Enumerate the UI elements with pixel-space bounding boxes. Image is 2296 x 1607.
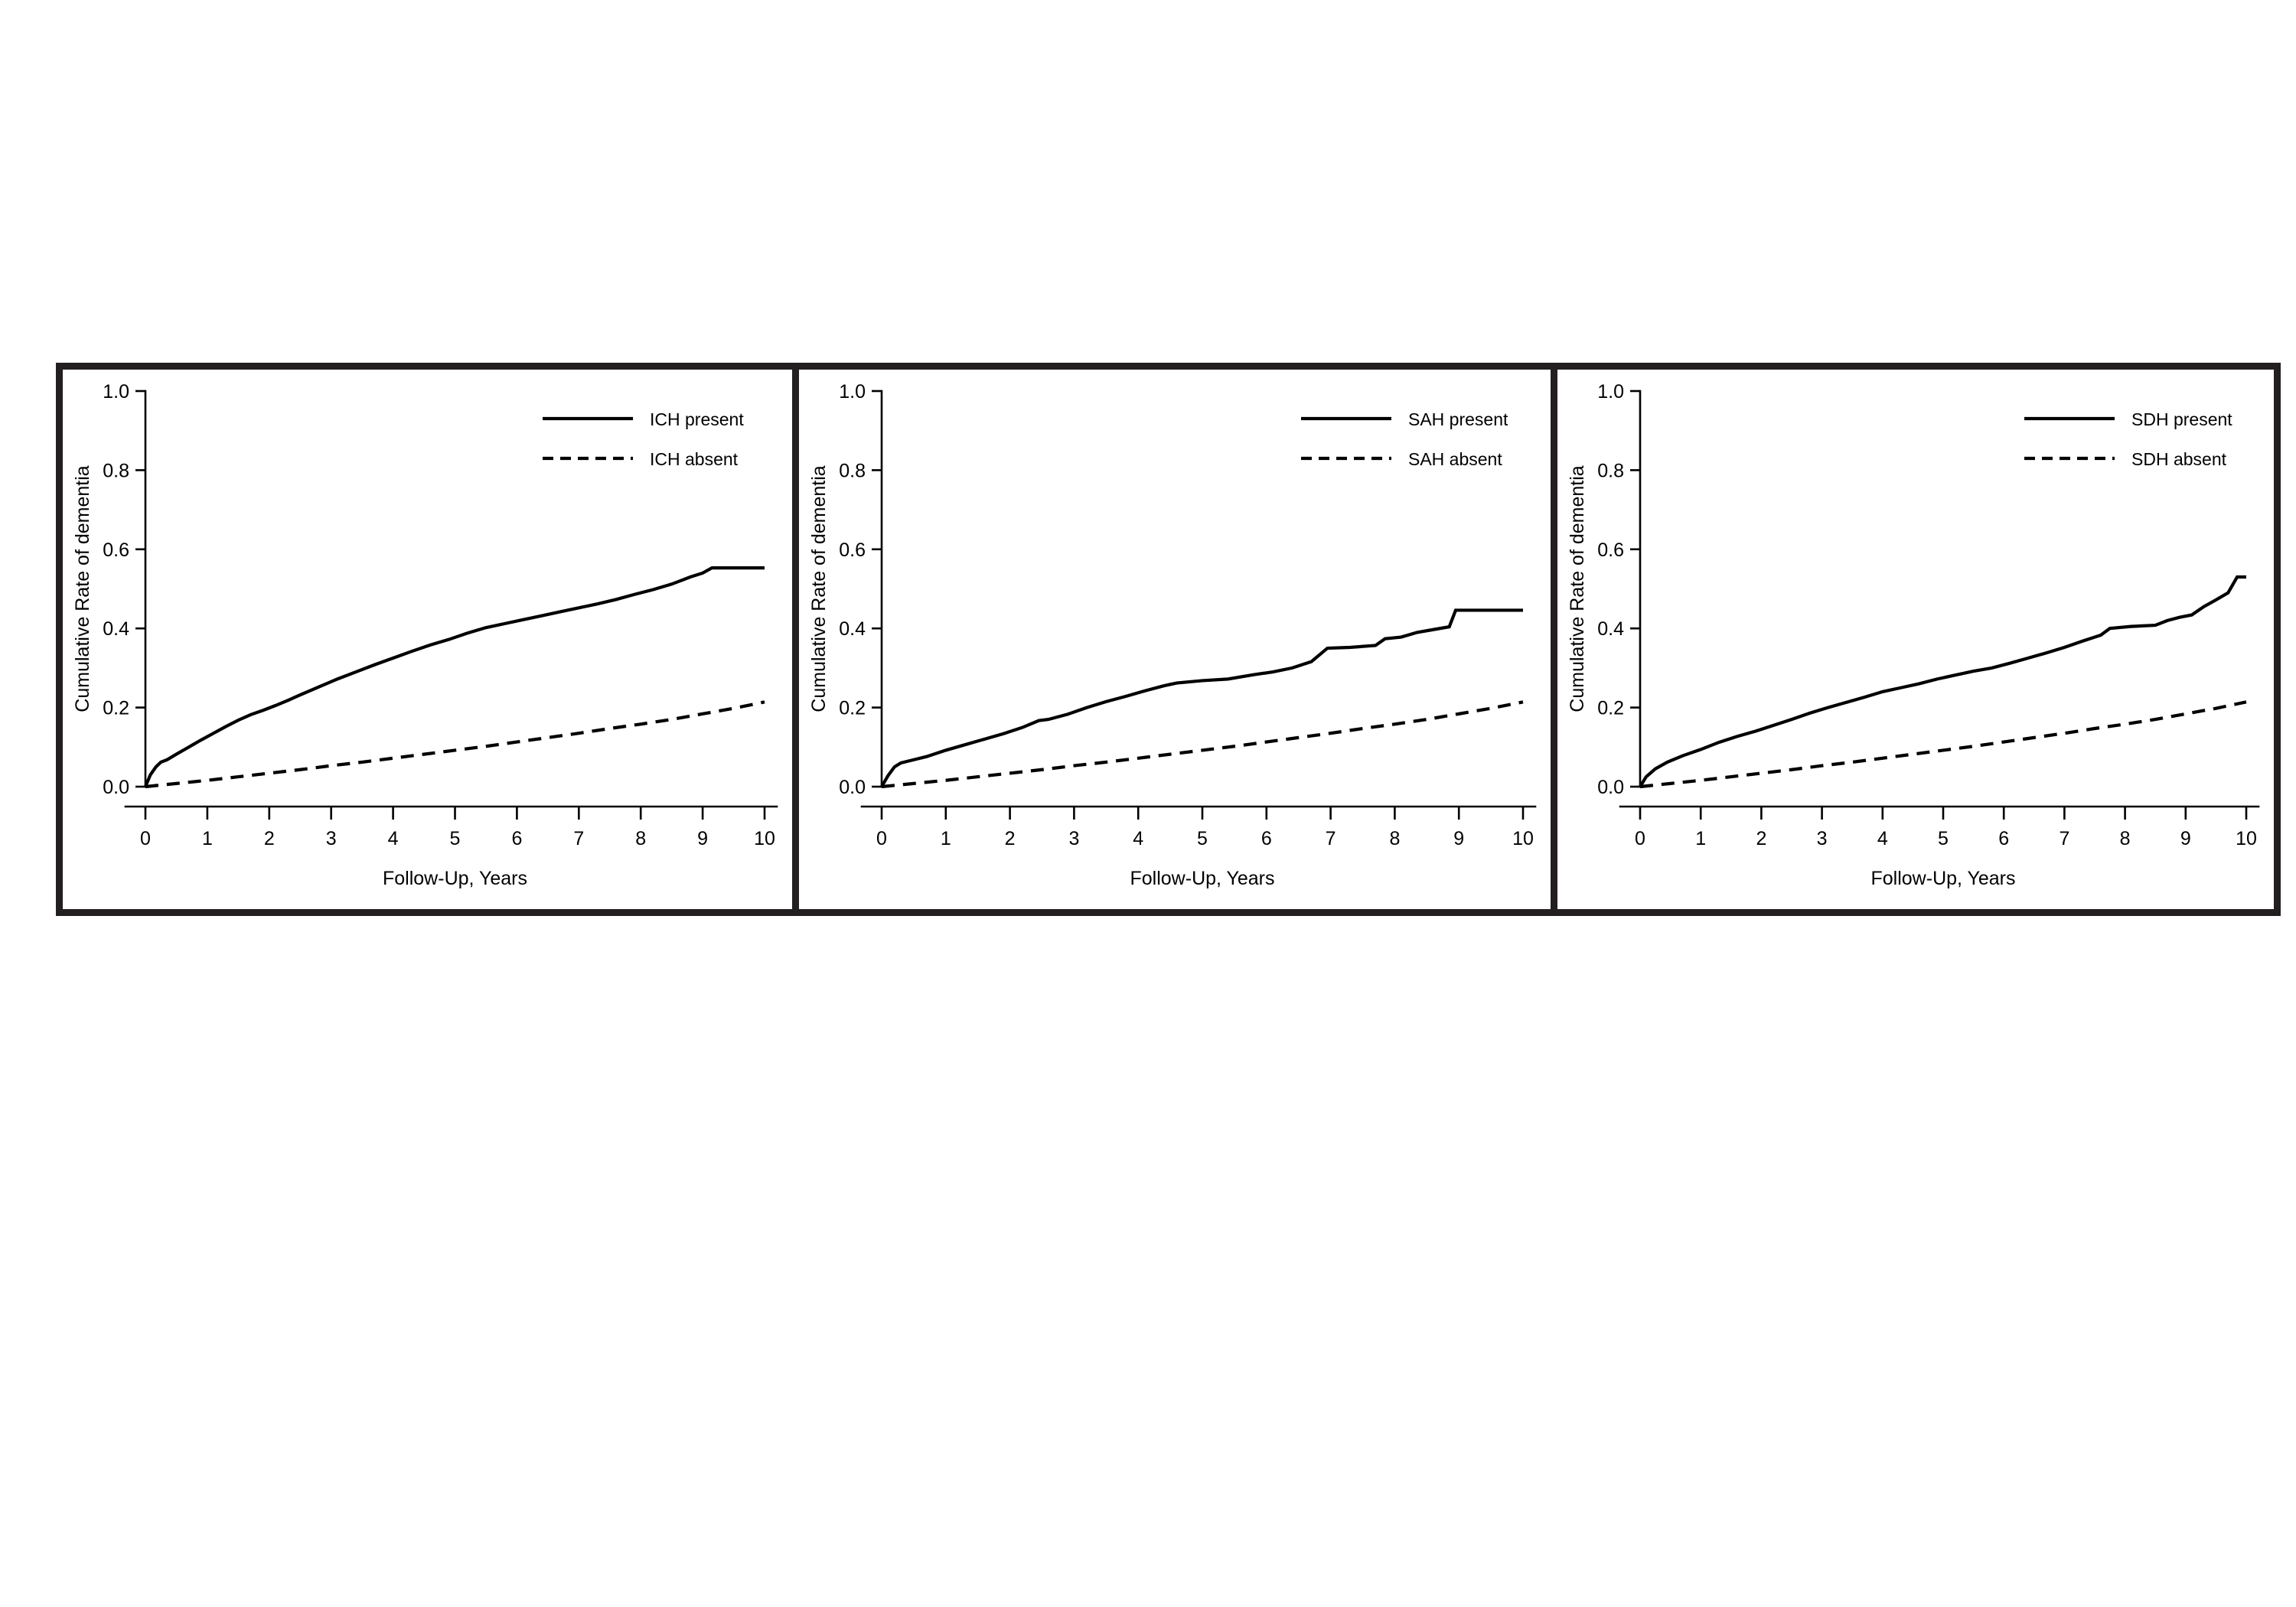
- x-tick-label: 9: [2180, 828, 2191, 849]
- y-tick-label: 0.2: [103, 698, 129, 719]
- chart-ich: 0.0 0.2 0.4 0.6 0.8 1.0 0 1 2 3 4 5 6 7 8 9 10 Follow-Up,…: [72, 381, 778, 889]
- y-tick-label: 0.8: [839, 460, 866, 481]
- x-tick-label: 9: [697, 828, 708, 849]
- y-tick-label: 0.6: [1597, 539, 1624, 561]
- x-tick-label: 5: [450, 828, 461, 849]
- x-tick-label: 7: [1326, 828, 1336, 849]
- x-tick-label: 3: [326, 828, 337, 849]
- x-tick-label: 6: [1998, 828, 2009, 849]
- x-tick-label: 8: [2120, 828, 2131, 849]
- chart-sdh: 0.0 0.2 0.4 0.6 0.8 1.0 0 1 2 3 4 5 6 7 8 9 10 Follow-Up,…: [1567, 381, 2260, 889]
- y-tick-label: 1.0: [103, 381, 129, 403]
- y-tick-label: 0.0: [103, 777, 129, 798]
- x-tick-label: 5: [1197, 828, 1208, 849]
- x-tick-label: 3: [1068, 828, 1079, 849]
- x-tick-label: 1: [941, 828, 951, 849]
- figure-frame: 0.0 0.2 0.4 0.6 0.8 1.0 0 1 2 3 4 5 6 7 8 9 10 Follow-Up,…: [56, 363, 2281, 916]
- series-line-absent: [881, 700, 1524, 789]
- x-tick-label: 4: [1133, 828, 1143, 849]
- x-tick-label: 9: [1453, 828, 1464, 849]
- y-tick-label: 0.8: [103, 460, 129, 481]
- x-tick-label: 1: [1695, 828, 1706, 849]
- y-tick-label: 1.0: [839, 381, 866, 403]
- x-tick-label: 7: [573, 828, 584, 849]
- legend-label-absent: ICH absent: [650, 449, 739, 469]
- y-tick-label: 0.2: [1597, 698, 1624, 719]
- x-tick-label: 0: [876, 828, 887, 849]
- chart-panel-ich: 0.0 0.2 0.4 0.6 0.8 1.0 0 1 2 3 4 5 6 7 8 9 10 Follow-Up,…: [63, 370, 792, 909]
- y-tick-label: 0.4: [1597, 618, 1624, 640]
- x-tick-label: 10: [754, 828, 775, 849]
- x-tick-label: 6: [1261, 828, 1272, 849]
- y-tick-label: 0.8: [1597, 460, 1624, 481]
- x-tick-label: 3: [1817, 828, 1828, 849]
- x-tick-label: 4: [1877, 828, 1888, 849]
- chart-sah: 0.0 0.2 0.4 0.6 0.8 1.0 0 1 2 3 4 5 6 7 8 9 10 Follow-Up,…: [808, 381, 1537, 889]
- x-tick-label: 8: [1389, 828, 1400, 849]
- y-tick-label: 0.4: [103, 618, 129, 640]
- series-line-absent: [145, 700, 765, 789]
- x-tick-label: 0: [1635, 828, 1645, 849]
- legend-label-present: ICH present: [650, 409, 744, 429]
- chart-panel-sdh: 0.0 0.2 0.4 0.6 0.8 1.0 0 1 2 3 4 5 6 7 8 9 10 Follow-Up,…: [1551, 370, 2274, 909]
- series-line-absent: [1639, 700, 2247, 789]
- legend-label-absent: SDH absent: [2131, 449, 2227, 469]
- series-line-present: [1639, 575, 2246, 788]
- chart-panel-sah: 0.0 0.2 0.4 0.6 0.8 1.0 0 1 2 3 4 5 6 7 8 9 10 Follow-Up,…: [792, 370, 1551, 909]
- y-tick-label: 0.4: [839, 618, 866, 640]
- series-line-present: [880, 608, 1523, 788]
- y-tick-label: 0.0: [839, 777, 866, 798]
- y-axis-title: Cumulative Rate of dementia: [72, 465, 93, 712]
- x-tick-label: 1: [202, 828, 213, 849]
- y-tick-label: 0.2: [839, 698, 866, 719]
- x-tick-label: 2: [1005, 828, 1016, 849]
- legend-label-present: SDH present: [2131, 409, 2232, 429]
- x-tick-label: 10: [2236, 828, 2257, 849]
- legend-label-present: SAH present: [1408, 409, 1508, 429]
- x-tick-label: 2: [264, 828, 275, 849]
- legend-label-absent: SAH absent: [1408, 449, 1502, 469]
- y-tick-label: 0.6: [103, 539, 129, 561]
- y-tick-label: 0.6: [839, 539, 866, 561]
- x-tick-label: 7: [2059, 828, 2069, 849]
- y-tick-label: 1.0: [1597, 381, 1624, 403]
- series-line-present: [144, 566, 765, 787]
- x-axis-title: Follow-Up, Years: [1130, 868, 1275, 889]
- y-axis-title: Cumulative Rate of dementia: [808, 465, 830, 712]
- x-tick-label: 6: [511, 828, 522, 849]
- x-tick-label: 8: [635, 828, 646, 849]
- x-tick-label: 2: [1756, 828, 1766, 849]
- y-tick-label: 0.0: [1597, 777, 1624, 798]
- x-tick-label: 0: [140, 828, 151, 849]
- y-axis-title: Cumulative Rate of dementia: [1567, 465, 1588, 712]
- x-tick-label: 5: [1938, 828, 1949, 849]
- x-tick-label: 10: [1512, 828, 1534, 849]
- x-tick-label: 4: [388, 828, 399, 849]
- x-axis-title: Follow-Up, Years: [383, 868, 527, 889]
- x-axis-title: Follow-Up, Years: [1871, 868, 2016, 889]
